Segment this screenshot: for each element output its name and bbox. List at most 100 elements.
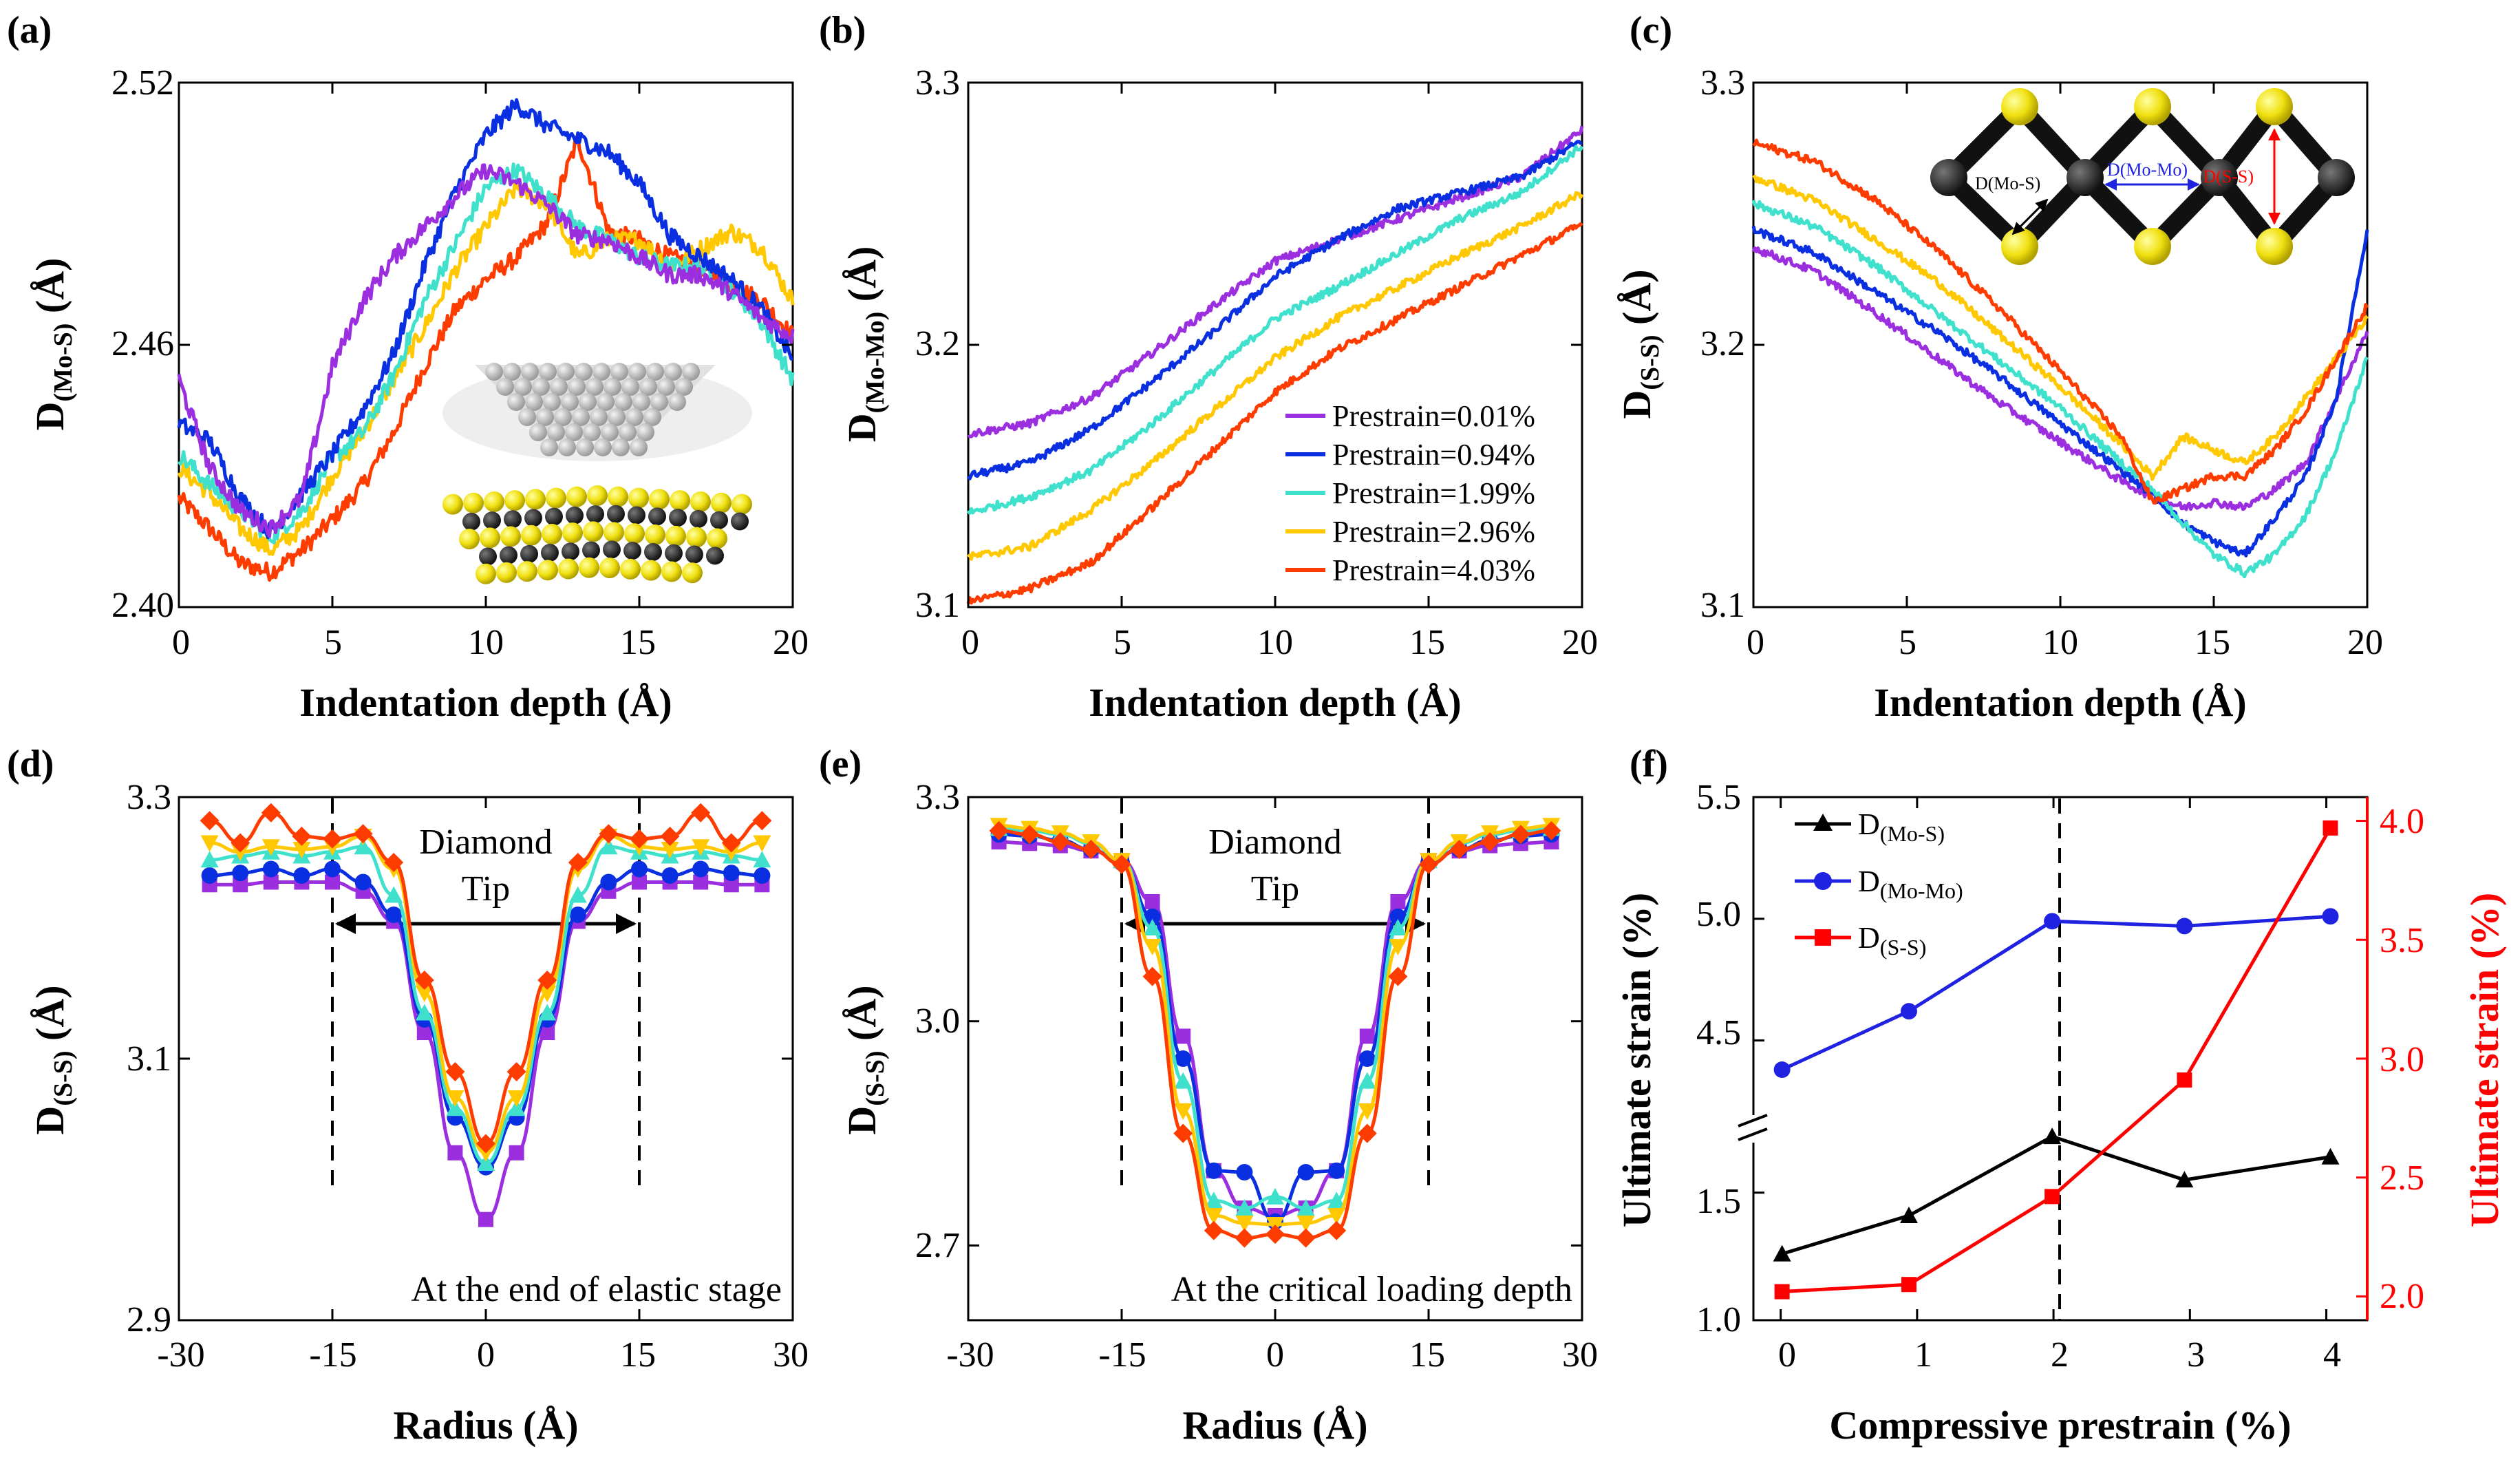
sheet-atom [525, 489, 546, 510]
f-legend-marker-momo [1814, 872, 1832, 890]
data-point-p001 [325, 874, 340, 890]
tip-atom [597, 393, 615, 411]
tip-atom [572, 408, 590, 426]
data-point-p403 [599, 824, 619, 844]
data-point-p296 [1327, 1208, 1346, 1225]
data-point-p403 [1357, 1123, 1377, 1143]
data-point-p403 [1112, 854, 1131, 874]
data-point-p403 [476, 1134, 495, 1154]
tip-atom [579, 393, 597, 411]
mos2-lattice-inset: D(Mo-S) D(Mo-Mo) D(S-S) [1930, 88, 2355, 265]
tip-atom [503, 363, 521, 381]
data-point-p403 [1173, 1123, 1193, 1143]
f-data-point-momo [1773, 1061, 1791, 1079]
data-point-p199 [385, 886, 403, 903]
sheet-atom [707, 528, 727, 549]
d-tip-label-2: Tip [462, 869, 510, 909]
sheet-atom [483, 511, 501, 530]
tip-atom [594, 438, 612, 456]
sheet-atom [670, 490, 690, 511]
f-data-point-ss [2177, 1072, 2192, 1088]
data-point-p403 [384, 853, 404, 872]
data-point-p296 [446, 1090, 465, 1107]
data-point-p403 [1296, 1228, 1316, 1248]
d-ytick: 2.9 [127, 1300, 171, 1339]
a-xtick: 5 [324, 623, 342, 662]
f-legend: D(Mo-S) D(Mo-Mo) D(S-S) [1795, 807, 1963, 960]
series-line-p199 [1751, 200, 2369, 579]
data-point-p296 [1358, 1103, 1376, 1120]
d-ytick: 3.3 [127, 778, 171, 817]
a-ylabel: D(Mo-S) (Å) [28, 258, 78, 431]
data-point-p094 [1144, 908, 1161, 925]
data-point-p094 [354, 873, 372, 891]
series-line-p403 [209, 811, 762, 1146]
e-ylabel: D(S-S) (Å) [840, 985, 890, 1134]
f-data-point-ss [2044, 1189, 2060, 1205]
data-point-p296 [1235, 1215, 1254, 1232]
f-data-point-mos [2043, 1127, 2062, 1145]
sheet-atom [524, 509, 542, 527]
f-ylabel-left: Ultimate strain (%) [1614, 893, 1659, 1227]
data-point-p403 [721, 833, 741, 853]
data-point-p001 [1390, 894, 1406, 909]
data-point-p094 [661, 867, 679, 884]
b-xtick: 15 [1409, 623, 1445, 662]
tip-atom [575, 363, 592, 381]
tip-atom [643, 408, 661, 426]
sheet-atom [504, 490, 525, 511]
sheet-atom [603, 540, 621, 559]
data-point-p296 [477, 1145, 495, 1162]
e-tip-label-2: Tip [1251, 869, 1299, 909]
legend-label: Prestrain=2.96% [1332, 515, 1535, 549]
b-xtick: 5 [1113, 623, 1131, 662]
panel-a: (a) 2.52 2.46 2.40 0 5 10 15 20 Indentat… [7, 9, 809, 725]
data-point-p199 [599, 838, 618, 855]
data-point-p296 [292, 842, 311, 858]
sheet-atom [710, 511, 728, 529]
f-ytick-left: 5.0 [1696, 895, 1741, 934]
series-line-p296 [1752, 174, 2369, 481]
sheet-atom [537, 560, 558, 581]
c-xtick: 5 [1899, 623, 1916, 662]
sheet-atom [504, 510, 522, 529]
data-point-p403 [1266, 1225, 1285, 1244]
f-ytick-left: 4.5 [1696, 1013, 1741, 1052]
panel-f-label: (f) [1630, 743, 1668, 785]
panel-f: (f) D(Mo-S) D(Mo-Mo) D(S-S) 5.5 5.0 4.5 … [1614, 743, 2507, 1448]
e-ytick: 3.0 [915, 1002, 960, 1041]
f-legend-marker-ss [1815, 929, 1831, 946]
data-point-p296 [1296, 1215, 1315, 1232]
b-xlabel: Indentation depth (Å) [1089, 680, 1461, 725]
data-point-p403 [353, 824, 373, 844]
sheet-atom [604, 522, 624, 543]
tip-atom [565, 423, 583, 441]
d-xtick: 15 [620, 1335, 656, 1375]
d-xtick: -30 [157, 1335, 204, 1375]
f-data-point-ss [2323, 820, 2338, 836]
sheet-atom [566, 486, 587, 507]
sheet-atom [582, 541, 600, 560]
tip-atom [628, 363, 646, 381]
panel-e: (e) Diamond Tip At the critical loading … [819, 743, 1598, 1448]
sheet-atom [480, 527, 500, 549]
a-ytick: 2.52 [111, 63, 174, 103]
sheet-atom [685, 545, 703, 564]
series-line-p094 [209, 867, 762, 1169]
a-xtick: 10 [468, 623, 504, 662]
data-point-p199 [446, 1099, 465, 1116]
data-point-p296 [661, 842, 679, 858]
panel-d-label: (d) [7, 743, 54, 785]
tip-atom [543, 393, 561, 411]
sheet-atom [459, 529, 480, 550]
f-legend-marker-mos [1813, 814, 1833, 831]
b-ytick: 3.3 [915, 63, 960, 103]
f-data-point-momo [2044, 913, 2061, 930]
data-point-p199 [415, 1004, 434, 1021]
data-point-p296 [538, 986, 557, 1002]
data-point-p094 [754, 867, 771, 884]
data-point-p296 [231, 844, 250, 861]
data-point-p296 [1143, 939, 1162, 956]
series-line-p094 [966, 140, 1583, 480]
